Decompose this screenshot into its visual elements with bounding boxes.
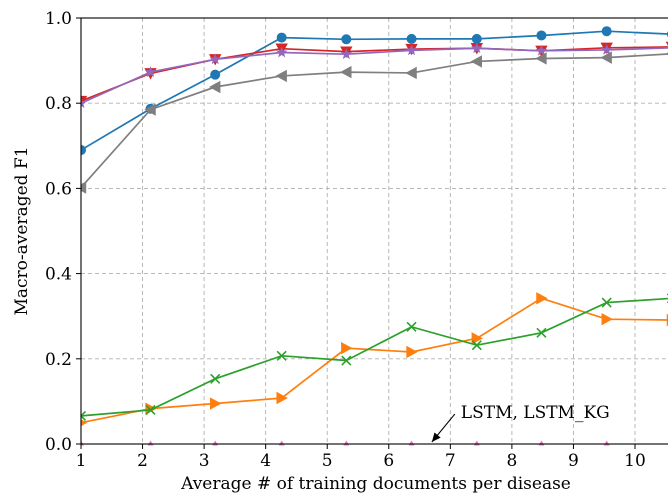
- data-point: [471, 33, 482, 44]
- data-point: [212, 440, 219, 446]
- data-point: [600, 51, 612, 64]
- series-3: [81, 293, 668, 421]
- data-point: [275, 69, 287, 83]
- data-point: [536, 30, 547, 41]
- data-point: [471, 42, 483, 54]
- data-point: [538, 440, 545, 446]
- x-tick-label: 2: [137, 451, 148, 471]
- y-tick-label: 0.8: [45, 94, 72, 114]
- y-tick-label: 1.0: [45, 9, 72, 29]
- data-point: [408, 440, 415, 446]
- series-2: [81, 292, 668, 427]
- data-point: [147, 440, 154, 446]
- data-point: [343, 440, 350, 446]
- data-point: [210, 69, 221, 80]
- x-tick-label: 4: [260, 451, 271, 471]
- data-point: [275, 46, 288, 58]
- data-point: [473, 440, 480, 446]
- data-point: [603, 440, 610, 446]
- data-point: [406, 345, 418, 359]
- data-point: [209, 397, 222, 410]
- data-point: [276, 32, 287, 43]
- series-7: [81, 440, 610, 446]
- data-point: [81, 181, 87, 194]
- data-point: [405, 66, 417, 80]
- x-tick-label: 7: [445, 451, 456, 471]
- plot-frame: [80, 17, 668, 445]
- annotations: LSTM, LSTM_KG: [431, 403, 610, 443]
- series-line: [81, 53, 668, 189]
- annotation-arrowhead: [431, 432, 441, 442]
- series-layer: [81, 26, 668, 446]
- series-line: [81, 46, 668, 102]
- y-axis: 0.0 0.2 0.4 0.6 0.8 1.0: [45, 9, 81, 455]
- data-point: [471, 332, 484, 345]
- x-tick-label: 3: [199, 451, 210, 471]
- series-4: [81, 41, 668, 108]
- data-point: [601, 312, 613, 326]
- data-point: [341, 355, 352, 366]
- data-point: [536, 327, 547, 338]
- data-point: [535, 52, 547, 65]
- x-axis-title: Average # of training documents per dise…: [180, 474, 571, 494]
- data-point: [208, 80, 221, 94]
- data-point: [81, 410, 87, 421]
- data-point: [406, 33, 417, 44]
- data-point: [209, 53, 221, 65]
- data-point: [665, 41, 668, 46]
- series-6: [81, 51, 668, 194]
- data-point: [406, 321, 417, 332]
- data-point: [210, 373, 221, 384]
- data-point: [341, 341, 353, 355]
- grid: [81, 18, 668, 444]
- x-tick-label: 5: [322, 451, 333, 471]
- annotation-label: LSTM, LSTM_KG: [461, 403, 610, 423]
- data-point: [81, 145, 86, 156]
- data-point: [471, 340, 482, 351]
- series-5: [81, 42, 668, 109]
- data-point: [276, 350, 287, 361]
- data-point: [340, 48, 353, 60]
- y-tick-label: 0.2: [45, 350, 72, 370]
- data-point: [535, 44, 548, 56]
- x-tick-label: 6: [383, 451, 394, 471]
- series-line: [81, 47, 668, 104]
- series-line: [81, 297, 668, 424]
- data-point: [276, 391, 288, 405]
- data-point: [81, 97, 87, 109]
- data-point: [81, 419, 88, 427]
- data-point: [536, 292, 548, 305]
- x-tick-label: 8: [506, 451, 517, 471]
- y-tick-label: 0.4: [45, 265, 72, 285]
- y-tick-label: 0.0: [45, 435, 72, 455]
- data-point: [145, 404, 156, 415]
- data-point: [601, 297, 612, 308]
- y-axis-title: Macro-averaged F1: [12, 146, 32, 315]
- data-point: [665, 52, 668, 56]
- x-axis: 1 2 3 4 5 6 7 8 9 10: [76, 444, 646, 471]
- data-point: [600, 43, 613, 55]
- data-point: [278, 440, 285, 446]
- x-tick-label: 9: [568, 451, 579, 471]
- series-1: [81, 26, 668, 156]
- series-line: [81, 30, 668, 151]
- x-tick-label: 10: [624, 451, 646, 471]
- x-tick-label: 1: [76, 451, 87, 471]
- data-point: [144, 103, 156, 116]
- series-line: [81, 297, 668, 417]
- data-point: [601, 26, 612, 37]
- data-point: [340, 65, 352, 79]
- y-tick-label: 0.6: [45, 179, 72, 199]
- data-point: [144, 66, 157, 77]
- data-point: [405, 44, 418, 56]
- data-point: [470, 55, 483, 68]
- data-point: [341, 34, 352, 45]
